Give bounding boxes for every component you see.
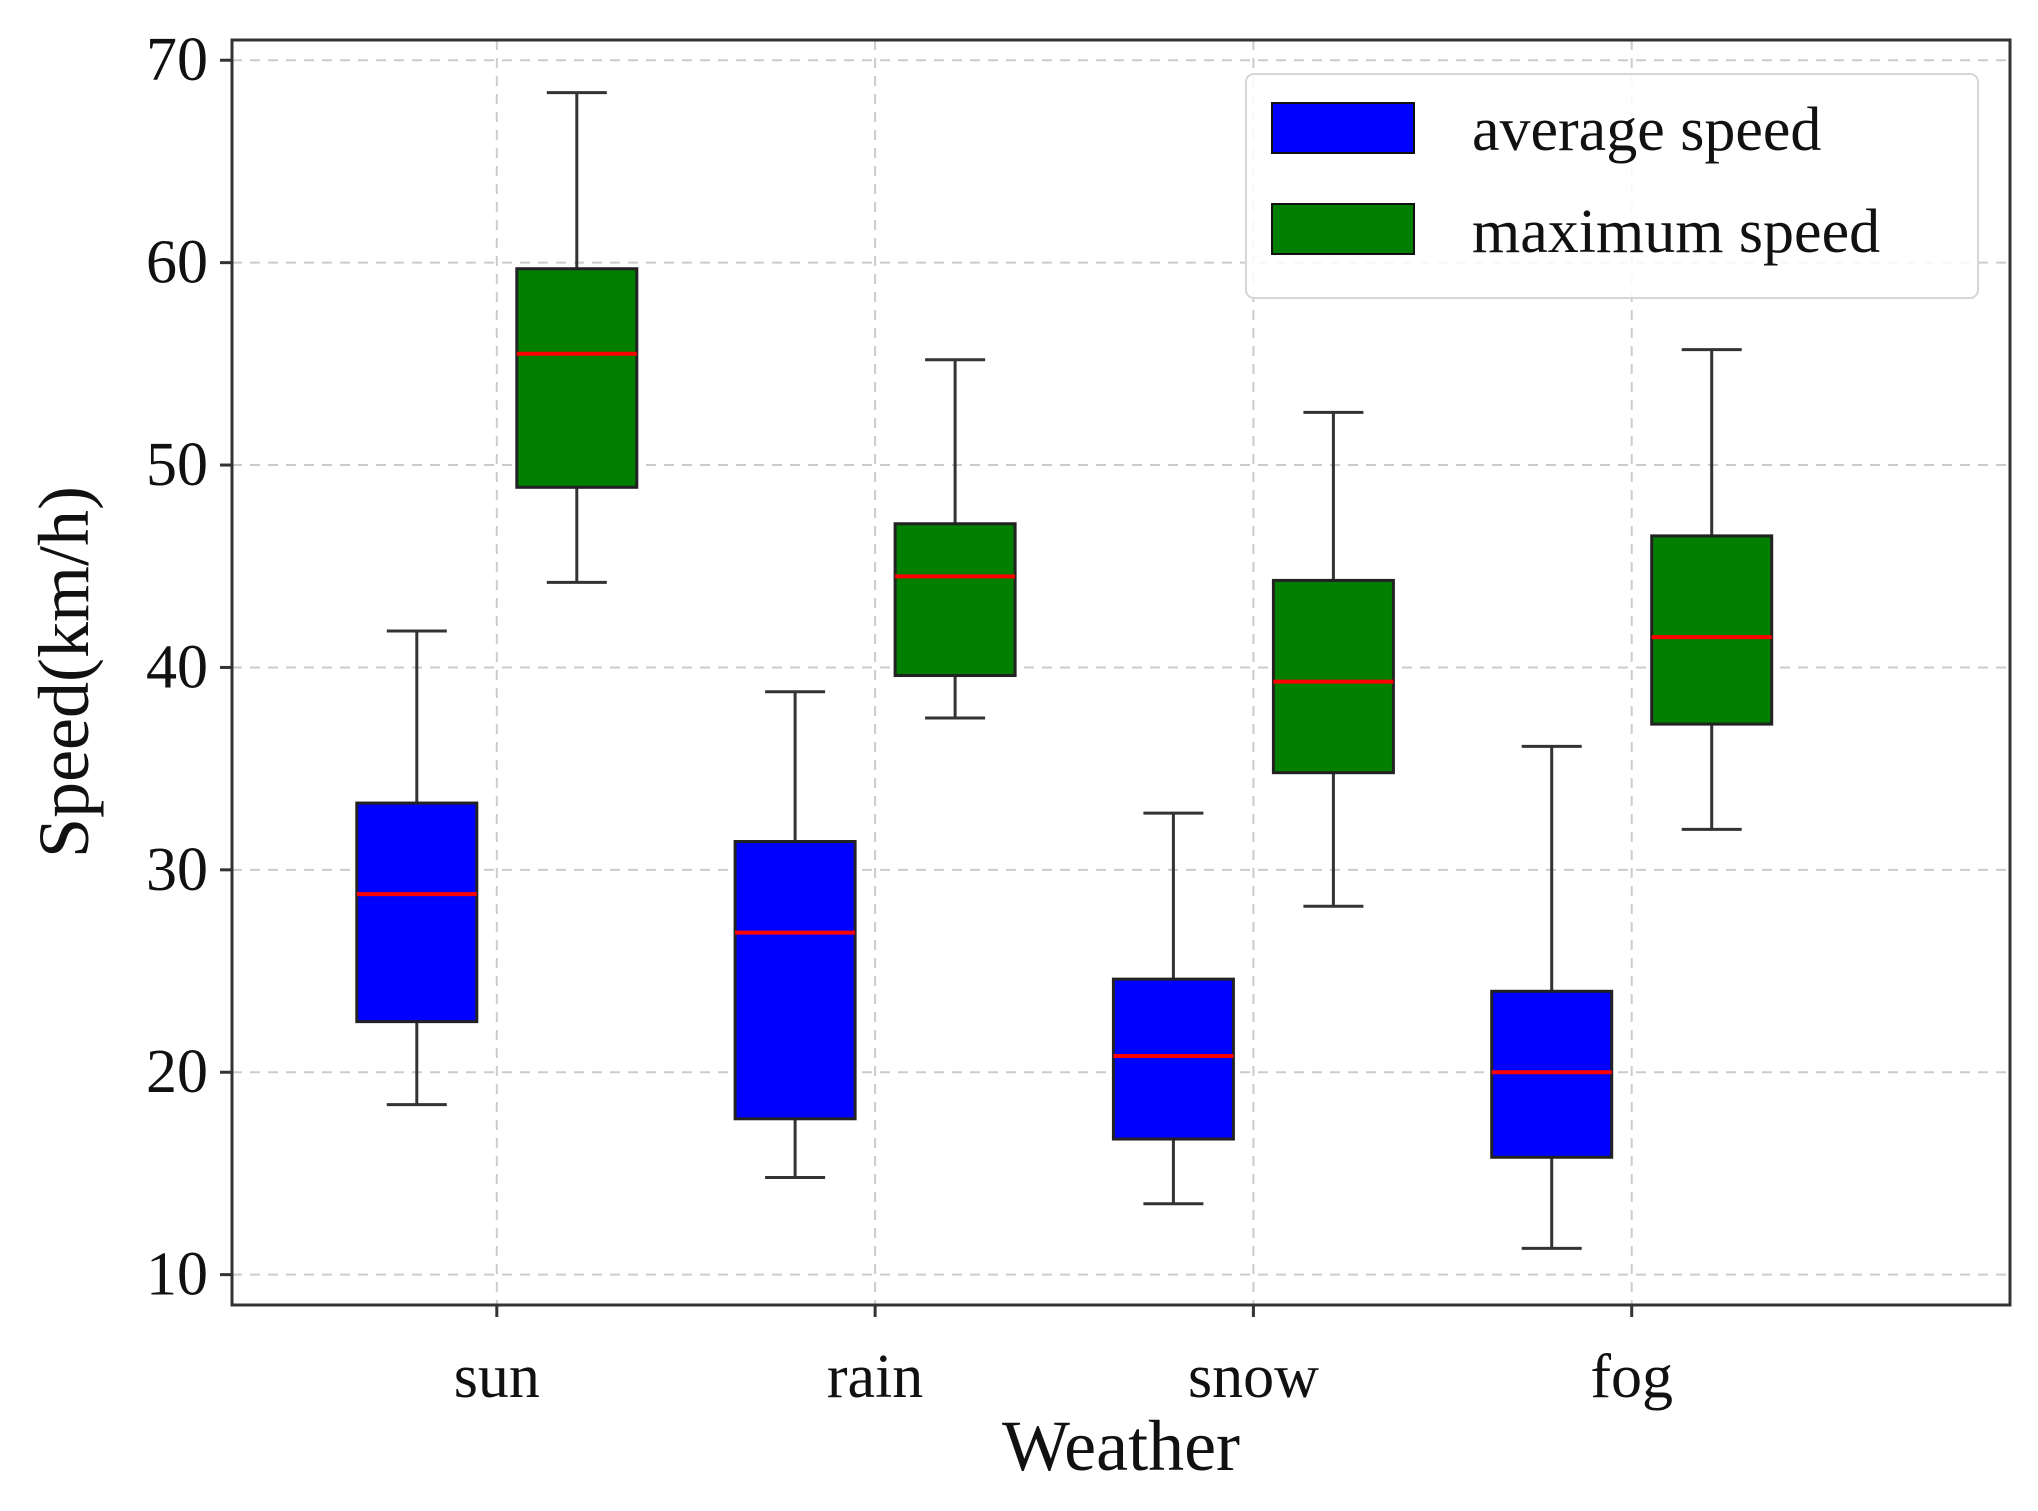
x-axis-label: Weather xyxy=(1002,1406,1240,1486)
tick-layer: 10 20 30 40 50 60 70 sun rain snow fog xyxy=(146,26,1673,1411)
y-axis-label: Speed(km/h) xyxy=(24,486,104,858)
x-tick-label: fog xyxy=(1590,1343,1673,1411)
box-maximum-snow xyxy=(1271,578,1395,775)
x-tick-label: rain xyxy=(827,1343,923,1411)
box-average-fog xyxy=(1490,989,1614,1159)
legend-label-maximum-speed: maximum speed xyxy=(1472,198,1880,266)
legend-frame xyxy=(1245,73,1979,299)
y-tick-label: 40 xyxy=(146,633,208,701)
y-tick-label: 60 xyxy=(146,229,208,297)
y-tick-label: 50 xyxy=(146,431,208,499)
x-tick-label: snow xyxy=(1188,1343,1319,1411)
box-maximum-rain xyxy=(893,522,1017,678)
box-maximum-sun xyxy=(515,267,639,489)
y-tick-label: 10 xyxy=(146,1241,208,1309)
y-tick-label: 70 xyxy=(146,26,208,94)
plot-frame xyxy=(230,38,2012,1307)
y-tick-label: 20 xyxy=(146,1038,208,1106)
y-tick-label: 30 xyxy=(146,836,208,904)
box-average-sun xyxy=(355,801,479,1024)
legend-swatch-average-speed xyxy=(1271,102,1415,154)
box-average-rain xyxy=(733,840,857,1121)
legend: average speed maximum speed xyxy=(1245,73,1979,299)
legend-swatch-maximum-speed xyxy=(1271,203,1415,255)
x-tick-label: sun xyxy=(454,1343,540,1411)
box-maximum-fog xyxy=(1650,534,1774,726)
legend-label-average-speed: average speed xyxy=(1472,96,1821,164)
box-average-snow xyxy=(1111,977,1235,1141)
box-layer xyxy=(355,91,1774,1250)
